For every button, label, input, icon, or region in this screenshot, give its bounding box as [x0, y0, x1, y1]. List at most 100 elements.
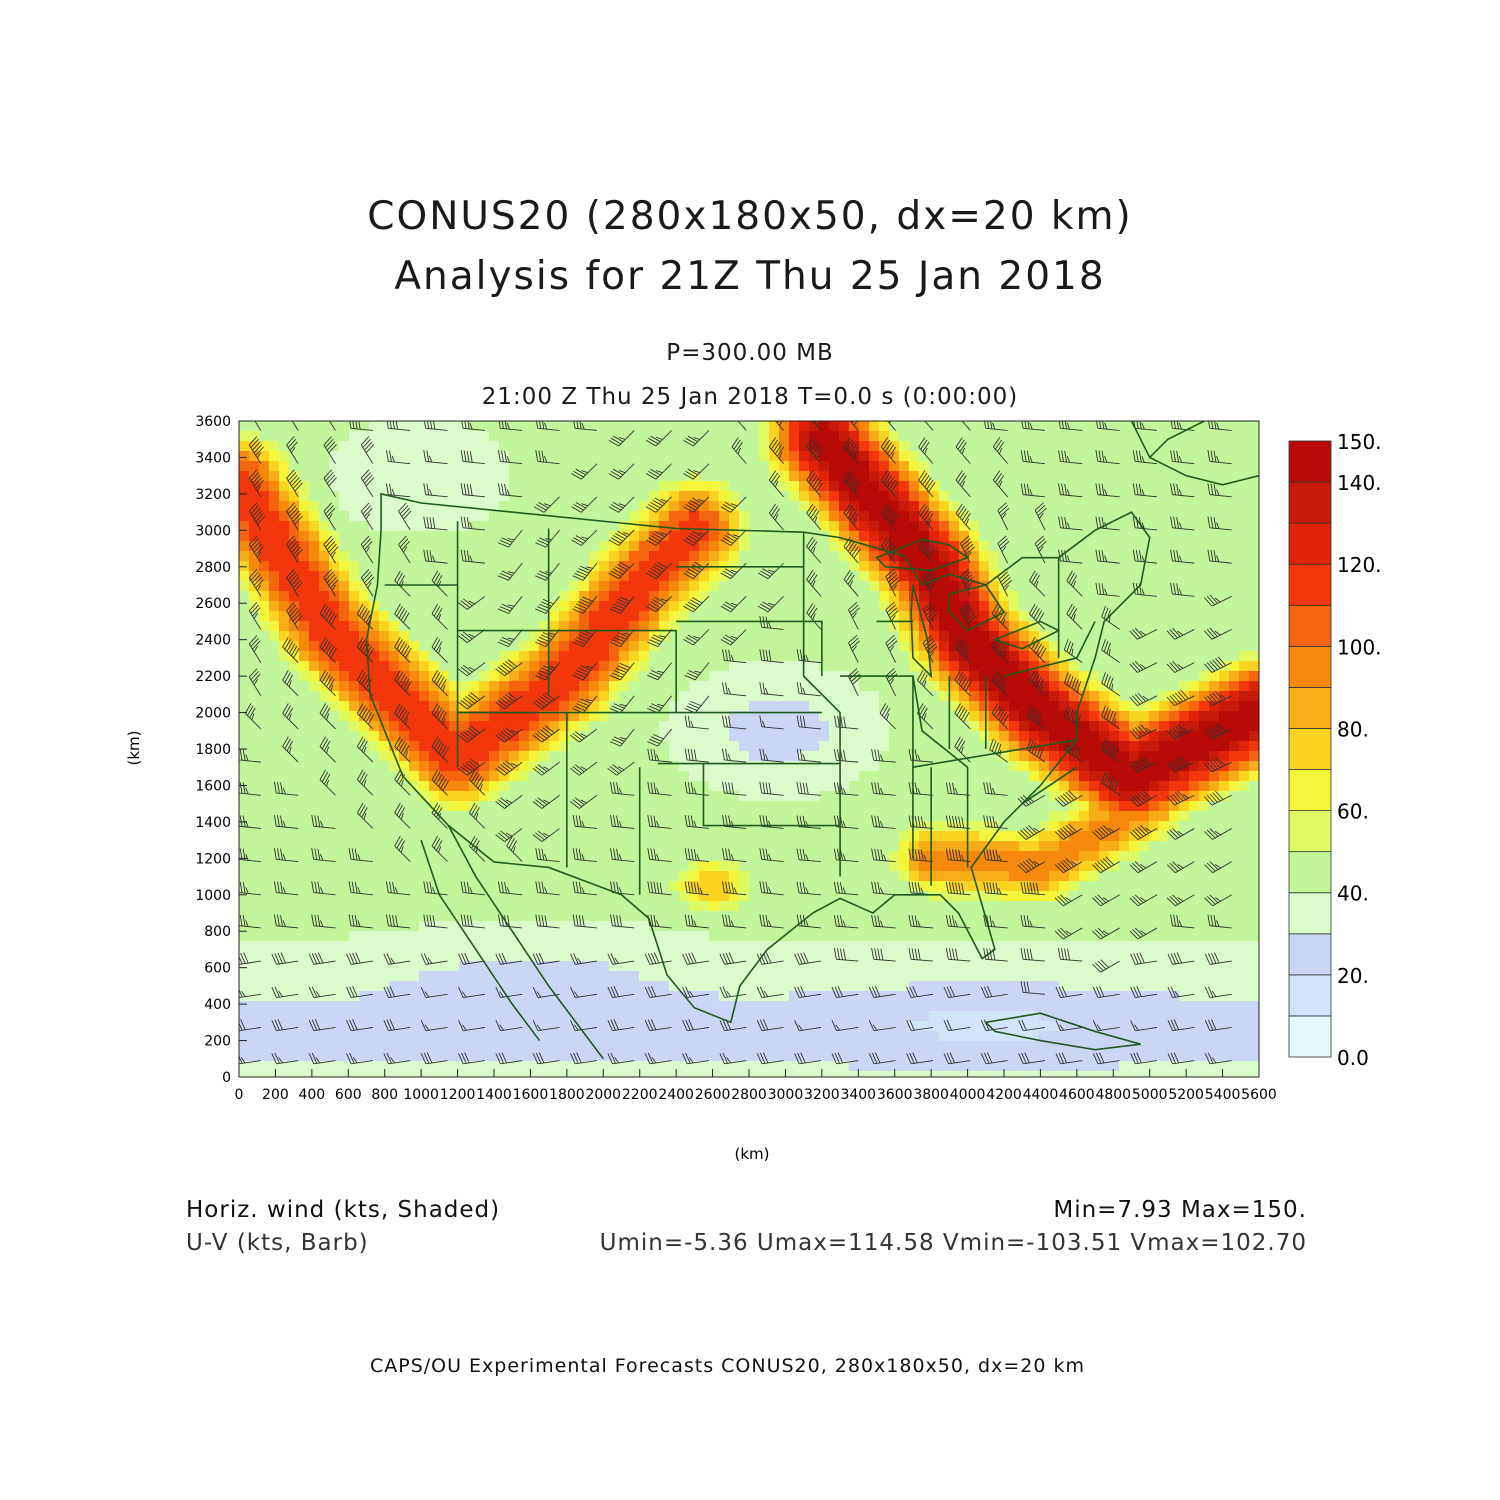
wind-barb	[1174, 629, 1195, 640]
wind-barb	[313, 858, 336, 863]
x-tick-label: 1000	[403, 1087, 439, 1103]
wind-barb	[582, 629, 598, 647]
y-tick-label: 2200	[195, 669, 231, 685]
wind-barb	[282, 713, 299, 730]
wind-barb	[992, 446, 1008, 464]
wind-barb	[724, 858, 747, 863]
wind-barb	[1023, 1026, 1046, 1032]
colorbar-swatch	[1288, 563, 1332, 606]
wind-barb	[1172, 960, 1195, 965]
wind-barb	[388, 494, 411, 498]
wind-barb	[687, 1060, 709, 1065]
wind-barb	[768, 479, 784, 498]
wind-barb	[394, 580, 411, 597]
wind-barb	[504, 794, 523, 809]
x-tick-label: 5600	[1241, 1087, 1277, 1103]
wind-barb	[917, 679, 934, 697]
y-tick-label: 3600	[195, 414, 231, 430]
wind-barb	[948, 958, 971, 962]
wind-barb	[649, 993, 672, 998]
wind-barb	[575, 1026, 597, 1032]
wind-barb	[886, 421, 896, 431]
colorbar	[1288, 440, 1332, 1058]
wind-barb	[388, 427, 411, 431]
wind-barb	[694, 695, 710, 714]
wind-barb	[394, 779, 411, 796]
wind-barb	[873, 1026, 896, 1032]
wind-barb	[880, 512, 896, 531]
wind-barb	[761, 626, 784, 630]
y-tick-label: 2800	[195, 560, 231, 576]
credit-line: CAPS/OU Experimental Forecasts CONUS20, …	[369, 1355, 1086, 1377]
wind-barb	[657, 695, 672, 714]
wind-barb	[655, 496, 672, 513]
wind-barbs	[239, 421, 1232, 1065]
wind-barb	[467, 629, 486, 644]
wind-barb	[836, 925, 859, 929]
x-tick-label: 4000	[950, 1087, 986, 1103]
y-tick-label: 3000	[195, 523, 231, 539]
x-tick-label: 400	[298, 1087, 325, 1103]
wind-barb	[1175, 861, 1195, 874]
barb-field-name: U-V (kts, Barb)	[186, 1230, 369, 1256]
wind-barb	[1064, 715, 1083, 730]
wind-barb	[911, 859, 934, 863]
colorbar-swatch	[1288, 933, 1332, 976]
x-tick-label: 5200	[1168, 1087, 1204, 1103]
wind-barb	[1060, 993, 1083, 998]
wind-barb	[282, 646, 299, 663]
wind-barb	[960, 609, 971, 630]
wind-barb	[1135, 494, 1158, 498]
wind-barb	[425, 925, 448, 929]
wind-barb	[799, 993, 822, 998]
wind-barb	[730, 562, 747, 580]
wind-barb	[425, 427, 448, 431]
wind-barb	[388, 1060, 411, 1065]
wind-barb	[799, 960, 822, 965]
wind-barb	[1137, 728, 1158, 740]
x-tick-label: 4400	[1023, 1087, 1059, 1103]
wind-barb	[462, 427, 485, 431]
wind-barb	[462, 560, 485, 564]
y-tick-label: 800	[204, 924, 231, 940]
wind-barb	[806, 446, 822, 464]
wind-barb	[425, 560, 448, 564]
wind-barb	[276, 1060, 299, 1065]
wind-barb	[657, 662, 672, 681]
wind-barb	[248, 544, 262, 564]
wind-barb	[351, 1060, 373, 1065]
wind-barb	[1060, 427, 1083, 431]
wind-barb	[948, 826, 971, 829]
wind-barb	[463, 1060, 485, 1065]
wind-barb	[313, 925, 336, 929]
wind-barb	[508, 562, 523, 581]
wind-barb	[357, 812, 374, 829]
wind-barb	[686, 792, 709, 796]
wind-barb	[618, 496, 635, 513]
wind-barb	[885, 576, 897, 597]
wind-barb	[467, 761, 486, 776]
wind-barb	[960, 543, 971, 564]
wind-barb	[1209, 461, 1232, 465]
wind-barb	[360, 577, 374, 597]
wind-barb	[848, 675, 859, 696]
wind-barb	[1063, 794, 1083, 807]
wind-barb	[276, 858, 299, 863]
wind-barb	[1172, 593, 1195, 597]
wind-barb	[991, 646, 1008, 663]
wind-barb	[880, 479, 896, 498]
x-tick-label: 3000	[768, 1087, 804, 1103]
y-tick-label: 400	[204, 997, 231, 1013]
wind-barb	[1135, 993, 1158, 998]
wind-barb	[313, 960, 336, 965]
wind-barb	[431, 646, 448, 663]
wind-barb	[774, 421, 784, 431]
x-tick-label: 2600	[695, 1087, 731, 1103]
wind-barb	[649, 825, 672, 829]
wind-barb	[1174, 728, 1195, 740]
wind-barb	[579, 794, 598, 809]
y-tick-label: 1000	[195, 888, 231, 904]
wind-barb	[1100, 960, 1120, 973]
wind-barb	[1209, 560, 1232, 564]
wind-barb	[1026, 749, 1046, 763]
